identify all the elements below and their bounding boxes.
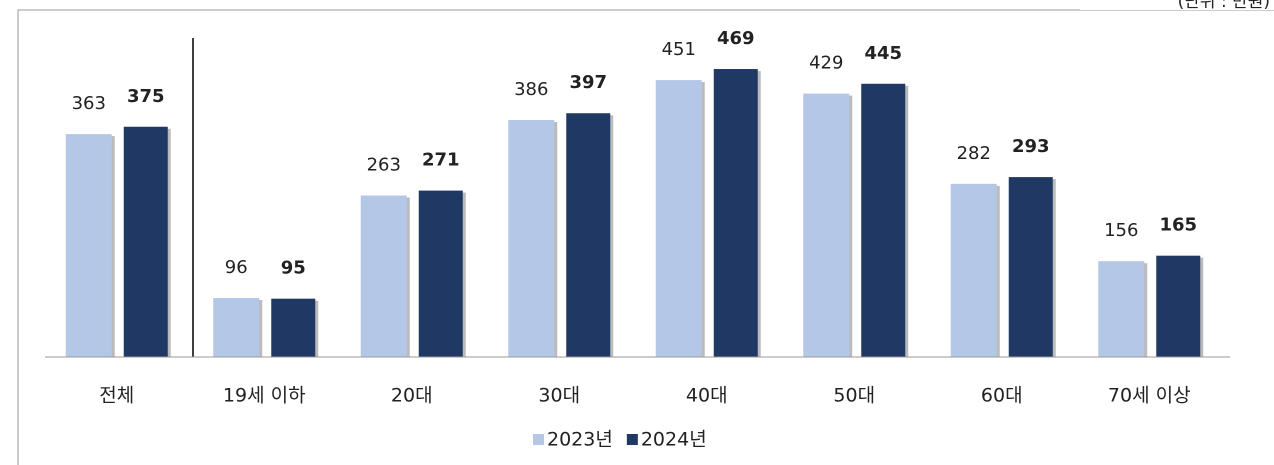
data-label: 96: [225, 257, 248, 278]
bar: [65, 134, 112, 357]
bar: [1156, 255, 1201, 357]
bar: [950, 183, 997, 357]
data-label: 363: [72, 93, 106, 114]
data-label: 375: [127, 86, 165, 107]
bar: [271, 298, 316, 357]
x-tick-label: 19세 이하: [223, 385, 306, 407]
x-tick-label: 40대: [686, 385, 728, 407]
data-label: 397: [569, 72, 607, 93]
data-label: 386: [514, 79, 548, 100]
data-label: 293: [1012, 136, 1050, 157]
bar: [566, 113, 611, 357]
bar: [508, 119, 555, 357]
bar: [1008, 177, 1053, 357]
data-label: 165: [1159, 215, 1197, 236]
x-tick-label: 60대: [981, 385, 1023, 407]
bar: [418, 190, 463, 357]
legend-swatch: [626, 434, 638, 445]
data-label: 451: [662, 39, 696, 60]
data-label: 429: [809, 53, 843, 74]
bar: [861, 83, 906, 358]
legend-swatch: [533, 434, 544, 445]
x-tick-label: 70세 이상: [1108, 385, 1191, 407]
unit-note: (단위 : 만원): [1178, 0, 1270, 12]
bar: [1098, 261, 1145, 357]
data-label: 445: [864, 43, 902, 64]
x-tick-label: 전체: [99, 385, 134, 407]
x-tick-label: 20대: [391, 385, 433, 407]
x-tick-label: 30대: [538, 385, 580, 407]
bar: [803, 93, 850, 358]
bar: [213, 298, 260, 357]
data-label: 263: [367, 155, 401, 176]
legend-label: 2024년: [641, 429, 707, 451]
data-label: 95: [281, 258, 306, 279]
x-tick-label: 50대: [833, 385, 875, 407]
data-label: 271: [422, 150, 460, 171]
chart-frame: [17, 9, 1274, 465]
note-background: [1080, 0, 1274, 10]
data-label: 156: [1104, 220, 1138, 241]
data-label: 469: [717, 28, 755, 49]
data-label: 282: [957, 143, 991, 164]
legend-label: 2023년: [547, 429, 613, 451]
bar: [360, 195, 407, 357]
bar: [655, 80, 702, 357]
bar: [123, 126, 168, 357]
bar: [713, 69, 758, 357]
